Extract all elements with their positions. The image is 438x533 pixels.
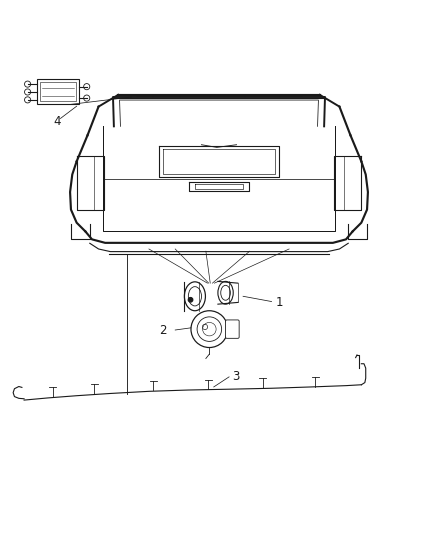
Circle shape (188, 297, 193, 302)
Text: 2: 2 (159, 325, 166, 337)
Text: 4: 4 (53, 115, 61, 127)
Text: 1: 1 (276, 296, 283, 309)
FancyBboxPatch shape (226, 320, 239, 338)
Bar (40, 82, 76, 101)
Bar (37, 79, 79, 104)
Text: 3: 3 (232, 370, 240, 383)
